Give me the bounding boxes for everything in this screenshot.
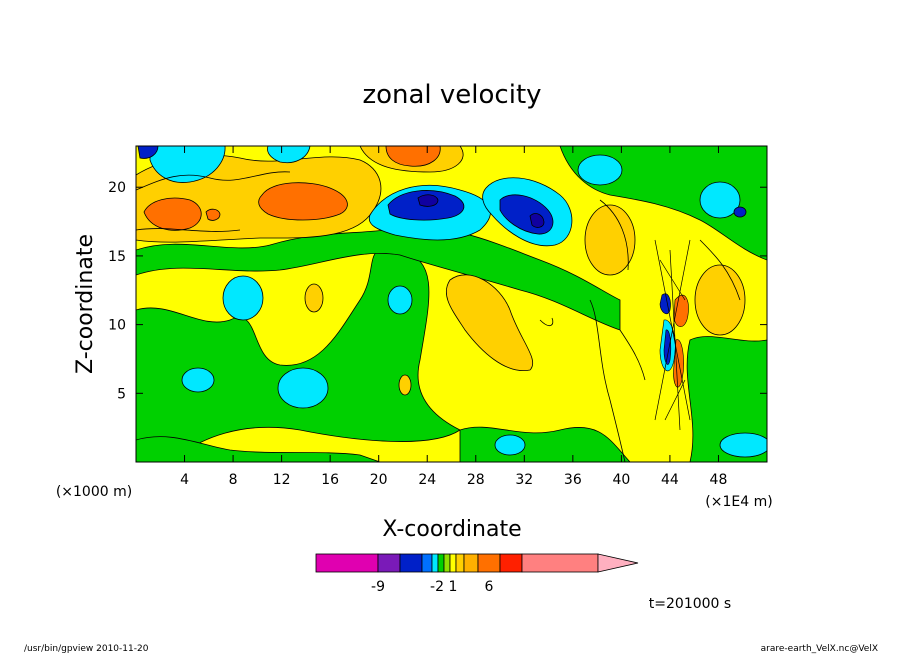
colorbar-segment xyxy=(499,553,523,573)
y-tick-label: 20 xyxy=(108,180,126,196)
footer-left: /usr/bin/gpview 2010-11-20 xyxy=(24,644,149,654)
wave-packet xyxy=(654,239,691,431)
field-blue-spot-right xyxy=(733,206,747,218)
colorbar xyxy=(315,553,639,573)
x-axis: 4 8 12 16 20 24 28 32 36 40 44 48 xyxy=(180,146,727,488)
chart-title: zonal velocity xyxy=(362,80,541,110)
time-label: t=201000 s xyxy=(649,596,731,612)
colorbar-tick-label: -9 xyxy=(371,579,385,595)
colorbar-segment xyxy=(521,553,599,573)
colorbar-arrow xyxy=(597,553,639,573)
x-tick-label: 24 xyxy=(418,472,436,488)
y-axis-label: Z-coordinate xyxy=(73,234,98,374)
footer-right: arare-earth_VelX.nc@VelX xyxy=(761,644,878,654)
y-axis: 5 10 15 20 xyxy=(108,180,767,402)
field-lo-spot-4 xyxy=(694,264,746,336)
x-tick-label: 16 xyxy=(321,472,339,488)
plot-area xyxy=(136,146,767,462)
field-cyan-spot-5 xyxy=(719,432,767,458)
colorbar-segment xyxy=(455,553,465,573)
field-cyan-spot-3 xyxy=(181,367,215,393)
field-green-right xyxy=(686,336,767,462)
field-light-orange-mid xyxy=(445,274,534,372)
plot-frame xyxy=(135,145,768,463)
colorbar-segment xyxy=(377,553,401,573)
field-orange-mid xyxy=(258,182,348,221)
colorbar-tick-label: -2 xyxy=(430,579,444,595)
field-lo-spot-1 xyxy=(304,283,324,313)
field-blue-dark-2 xyxy=(529,213,545,228)
x-tick-label: 8 xyxy=(229,472,238,488)
colorbar-segment xyxy=(463,553,479,573)
field-cyan-top-mid xyxy=(267,146,311,164)
x-tick-label: 28 xyxy=(467,472,485,488)
field-orange-left xyxy=(143,197,202,231)
x-axis-label: X-coordinate xyxy=(382,517,521,542)
field-orange-tiny xyxy=(205,208,221,221)
x-tick-label: 32 xyxy=(515,472,533,488)
colorbar-segment xyxy=(421,553,433,573)
field-green-bottom xyxy=(136,436,381,462)
x-unit-label: (×1000 m) xyxy=(56,484,132,500)
x-tick-label: 40 xyxy=(612,472,630,488)
field-cyan-spot-7 xyxy=(577,154,623,186)
x-scale-label: (×1E4 m) xyxy=(705,494,772,510)
field-blue-dark-1 xyxy=(417,194,439,207)
field-lo-spot-2 xyxy=(398,374,412,396)
x-tick-label: 12 xyxy=(273,472,291,488)
field-lo-spot-3 xyxy=(584,204,636,276)
x-tick-label: 48 xyxy=(710,472,728,488)
field-cyan-spot-6 xyxy=(494,434,526,456)
field-cyan-spot-4 xyxy=(277,367,329,409)
colorbar-segment xyxy=(431,553,439,573)
field-cyan-spot-2 xyxy=(387,285,413,315)
colorbar-segment xyxy=(477,553,501,573)
y-tick-label: 10 xyxy=(108,318,126,334)
contour-lines xyxy=(136,171,741,462)
x-tick-label: 44 xyxy=(661,472,679,488)
x-tick-label: 36 xyxy=(564,472,582,488)
field-cyan-spot-8 xyxy=(699,181,741,219)
x-tick-label: 20 xyxy=(370,472,388,488)
colorbar-ticks: -9 -2 1 6 xyxy=(371,579,494,595)
field-orange-top xyxy=(385,146,441,167)
colorbar-segment xyxy=(315,553,379,573)
colorbar-segment xyxy=(443,553,451,573)
y-tick-label: 15 xyxy=(108,249,126,265)
colorbar-segment xyxy=(399,553,423,573)
field-cyan-spot-1 xyxy=(222,275,264,321)
y-tick-label: 5 xyxy=(117,386,126,402)
colorbar-tick-label: 1 xyxy=(449,579,458,595)
colorbar-tick-label: 6 xyxy=(485,579,494,595)
x-tick-label: 4 xyxy=(180,472,189,488)
colorbar-segment xyxy=(437,553,445,573)
colorbar-segment xyxy=(449,553,457,573)
field-cyan-top-left xyxy=(149,146,226,183)
